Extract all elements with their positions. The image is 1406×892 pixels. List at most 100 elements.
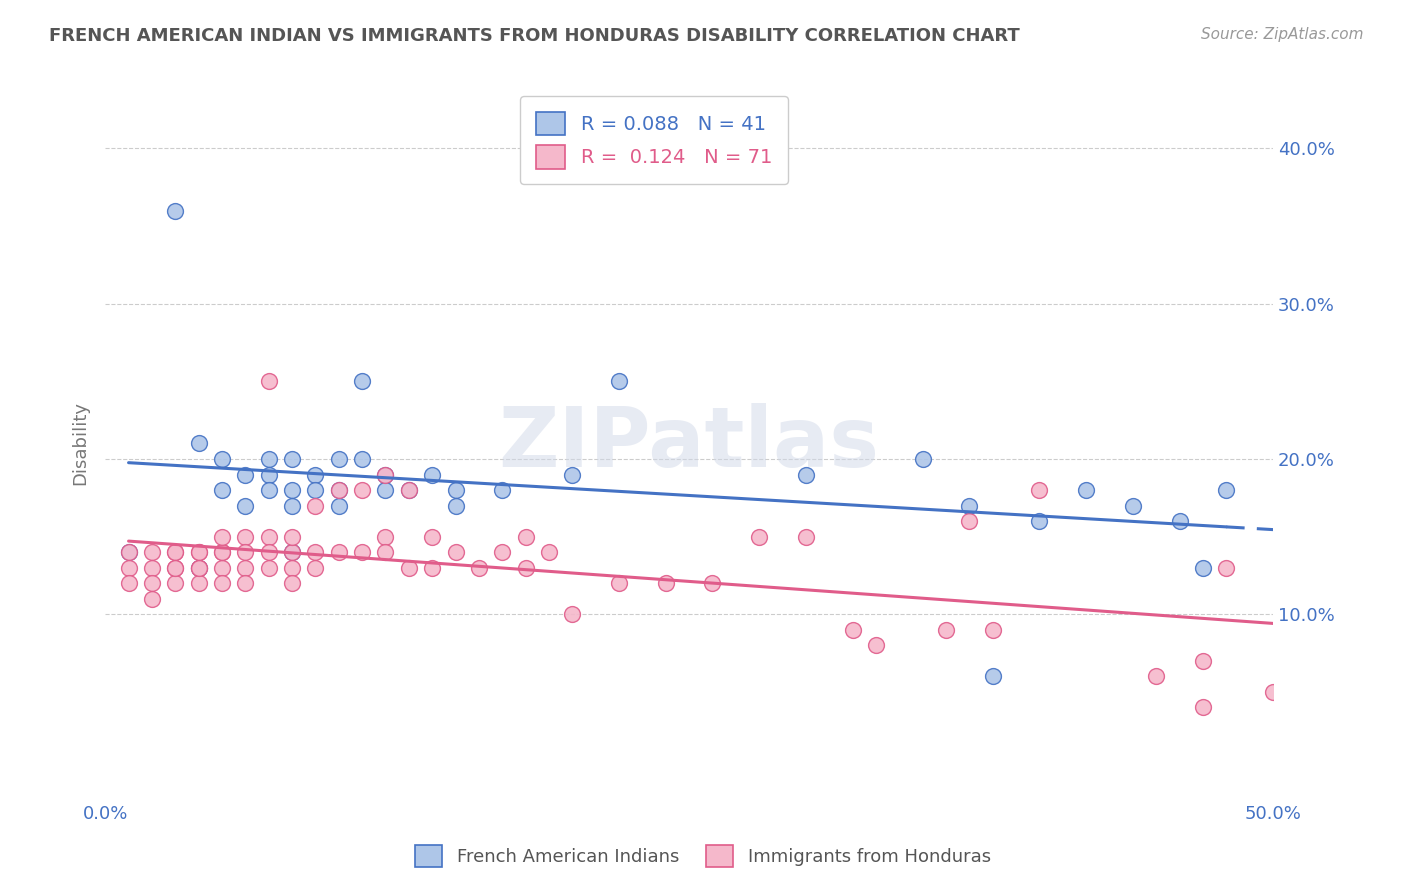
Point <box>957 514 980 528</box>
Point <box>328 483 350 497</box>
Point <box>141 576 163 591</box>
Point <box>165 560 187 574</box>
Point <box>117 545 139 559</box>
Point <box>235 467 257 482</box>
Point <box>281 483 304 497</box>
Point <box>141 591 163 606</box>
Point <box>794 467 817 482</box>
Point <box>374 467 396 482</box>
Point <box>702 576 724 591</box>
Point <box>211 545 233 559</box>
Point <box>957 499 980 513</box>
Point <box>444 545 467 559</box>
Point <box>1122 499 1144 513</box>
Legend: French American Indians, Immigrants from Honduras: French American Indians, Immigrants from… <box>408 838 998 874</box>
Point <box>257 545 280 559</box>
Point <box>281 452 304 467</box>
Point <box>281 560 304 574</box>
Point <box>235 499 257 513</box>
Point <box>141 545 163 559</box>
Point <box>187 576 209 591</box>
Point <box>328 452 350 467</box>
Point <box>748 530 770 544</box>
Point <box>981 669 1004 683</box>
Point <box>865 638 887 652</box>
Point <box>187 436 209 450</box>
Point <box>304 545 326 559</box>
Point <box>1028 483 1050 497</box>
Point <box>304 560 326 574</box>
Point <box>491 483 513 497</box>
Point <box>420 530 443 544</box>
Point <box>304 483 326 497</box>
Point <box>281 499 304 513</box>
Point <box>165 203 187 218</box>
Point <box>515 530 537 544</box>
Point <box>1192 560 1215 574</box>
Point <box>794 530 817 544</box>
Point <box>1076 483 1098 497</box>
Point <box>398 483 420 497</box>
Point <box>257 452 280 467</box>
Point <box>235 530 257 544</box>
Point <box>281 545 304 559</box>
Point <box>328 499 350 513</box>
Point <box>561 467 583 482</box>
Point <box>281 576 304 591</box>
Point <box>444 483 467 497</box>
Point <box>257 483 280 497</box>
Point <box>374 530 396 544</box>
Point <box>211 530 233 544</box>
Point <box>981 623 1004 637</box>
Point <box>257 375 280 389</box>
Point <box>1215 483 1237 497</box>
Point <box>1168 514 1191 528</box>
Point <box>187 560 209 574</box>
Point <box>1215 560 1237 574</box>
Point <box>374 545 396 559</box>
Point <box>187 545 209 559</box>
Point <box>911 452 934 467</box>
Point <box>141 560 163 574</box>
Point <box>211 560 233 574</box>
Text: Source: ZipAtlas.com: Source: ZipAtlas.com <box>1201 27 1364 42</box>
Point <box>561 607 583 622</box>
Point <box>935 623 957 637</box>
Point <box>117 576 139 591</box>
Point <box>211 576 233 591</box>
Point <box>515 560 537 574</box>
Point <box>187 560 209 574</box>
Point <box>165 545 187 559</box>
Point <box>352 545 374 559</box>
Point <box>444 499 467 513</box>
Point <box>328 483 350 497</box>
Point <box>1261 685 1284 699</box>
Text: ZIPatlas: ZIPatlas <box>499 403 880 484</box>
Point <box>328 545 350 559</box>
Point <box>117 560 139 574</box>
Point <box>398 483 420 497</box>
Point <box>1192 654 1215 668</box>
Point <box>235 545 257 559</box>
Point <box>211 483 233 497</box>
Y-axis label: Disability: Disability <box>72 401 89 485</box>
Point <box>1144 669 1167 683</box>
Point <box>304 467 326 482</box>
Point <box>607 375 630 389</box>
Point <box>235 560 257 574</box>
Point <box>117 545 139 559</box>
Point <box>374 467 396 482</box>
Point <box>352 483 374 497</box>
Point <box>257 467 280 482</box>
Point <box>655 576 678 591</box>
Point <box>352 375 374 389</box>
Point <box>841 623 863 637</box>
Point <box>165 560 187 574</box>
Point <box>420 467 443 482</box>
Text: FRENCH AMERICAN INDIAN VS IMMIGRANTS FROM HONDURAS DISABILITY CORRELATION CHART: FRENCH AMERICAN INDIAN VS IMMIGRANTS FRO… <box>49 27 1019 45</box>
Point <box>211 452 233 467</box>
Point <box>211 545 233 559</box>
Point <box>537 545 560 559</box>
Point <box>420 560 443 574</box>
Point <box>607 576 630 591</box>
